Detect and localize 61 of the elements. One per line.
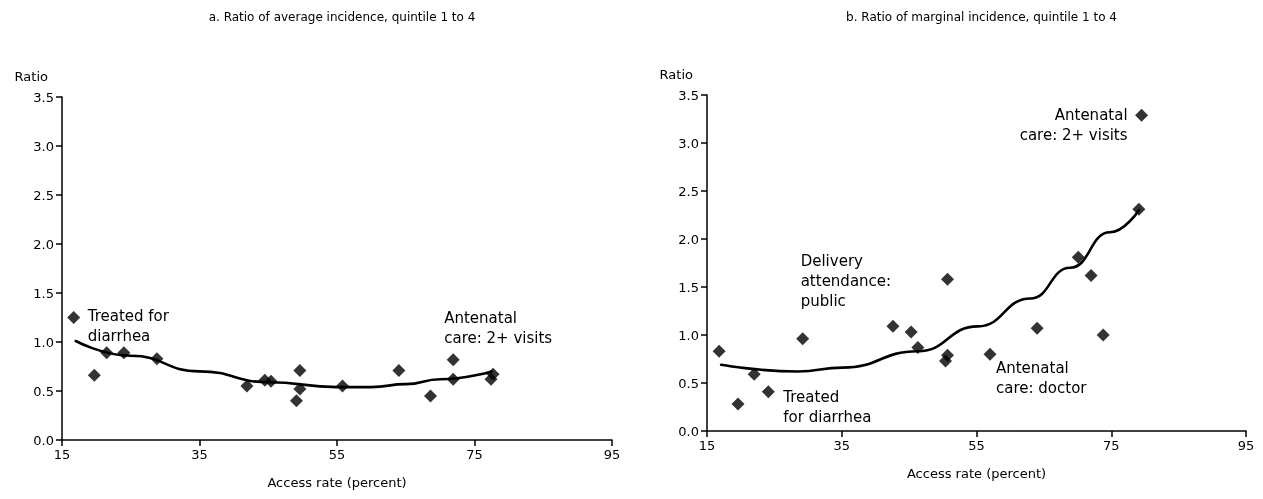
point [983, 347, 997, 361]
point [1096, 328, 1110, 342]
y-tick-label: 3.0 [678, 135, 699, 151]
point [67, 311, 81, 324]
y-tick-label: 3.5 [33, 89, 54, 105]
x-tick-label: 15 [698, 438, 716, 453]
y-tick-label: 1.5 [33, 285, 54, 301]
x-tick-label: 15 [53, 447, 71, 462]
x-tick-label: 75 [1102, 438, 1120, 453]
point [446, 353, 460, 367]
x-tick-label: 35 [833, 438, 851, 453]
y-tick-label: 1.5 [678, 279, 699, 295]
point [293, 363, 307, 377]
y-tick-label: 3.0 [33, 138, 54, 154]
y-tick-label: 2.0 [33, 236, 54, 252]
annotation: Antenatal care: 2+ visits [1019, 106, 1128, 145]
x-tick-label: 55 [968, 438, 985, 453]
y-tick-label: 2.5 [678, 183, 699, 199]
point [712, 344, 726, 358]
y-tick-label: 3.5 [678, 87, 699, 103]
y-tick-label: 1.0 [33, 334, 54, 350]
y-axis-title: Ratio [659, 67, 694, 82]
point [1084, 268, 1098, 282]
x-axis-title: Access rate (percent) [267, 475, 407, 490]
x-tick-label: 95 [1237, 438, 1255, 453]
chart-title: a. Ratio of average incidence, quintile 1 to 4 [208, 10, 476, 24]
point [941, 272, 955, 286]
y-tick-label: 0.0 [678, 423, 699, 439]
point [1135, 108, 1149, 122]
point [731, 397, 745, 411]
x-tick-label: 95 [603, 447, 621, 462]
point [939, 354, 953, 368]
x-tick-label: 75 [466, 447, 483, 462]
annotation: Treated for diarrhea [86, 306, 170, 345]
x-tick-label: 35 [191, 447, 208, 462]
point [424, 389, 437, 403]
point [87, 368, 101, 382]
annotation: Delivery attendance: public [800, 251, 892, 310]
annotation: Antenatal care: 2+ visits [444, 308, 553, 347]
y-tick-label: 0.5 [678, 375, 699, 391]
y-tick-label: 2.0 [678, 231, 699, 247]
point [1071, 250, 1085, 264]
point [289, 394, 303, 408]
y-tick-label: 1.0 [678, 327, 699, 343]
y-tick-label: 0.5 [33, 383, 54, 399]
annotation: Treated for diarrhea [782, 387, 872, 426]
x-axis-title: Access rate (percent) [906, 466, 1047, 481]
y-axis-title: Ratio [14, 69, 49, 84]
point [761, 385, 775, 399]
point [796, 332, 810, 346]
point [240, 379, 254, 393]
point [1030, 321, 1044, 335]
chart-title: b. Ratio of marginal incidence, quintile 1 to 4 [846, 10, 1117, 24]
y-tick-label: 0.0 [33, 432, 54, 448]
x-tick-label: 55 [328, 447, 346, 462]
point [886, 319, 900, 333]
point [747, 367, 761, 381]
point [904, 325, 918, 339]
point [392, 363, 406, 377]
annotation: Antenatal care: doctor [995, 359, 1088, 398]
y-tick-label: 2.5 [33, 187, 54, 203]
